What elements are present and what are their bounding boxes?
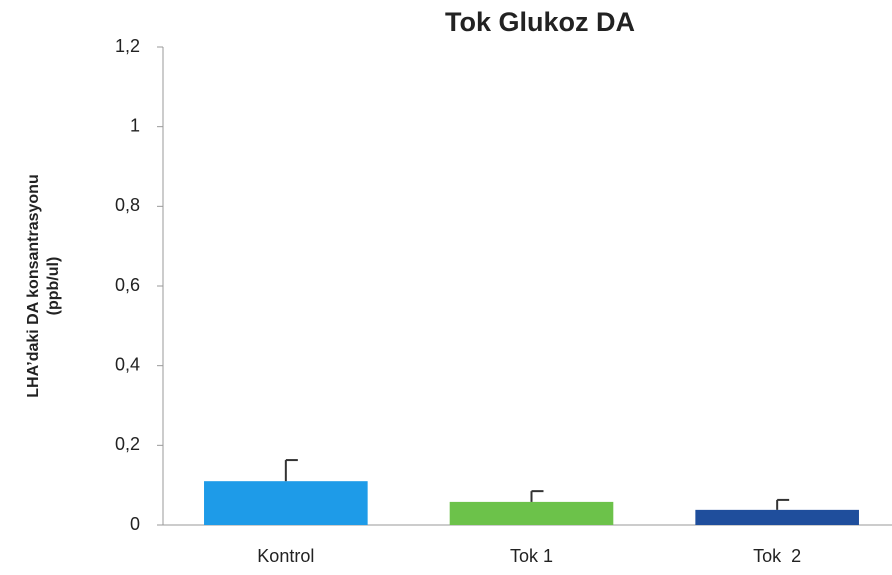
bar xyxy=(449,501,614,525)
y-tick-label: 1,2 xyxy=(115,36,140,56)
y-tick-label: 0,6 xyxy=(115,275,140,295)
y-tick-label: 0,8 xyxy=(115,195,140,215)
y-axis-title-line: LHA’daki DA konsantrasyonu xyxy=(25,174,42,397)
error-bar xyxy=(530,490,544,502)
bar xyxy=(204,481,368,525)
x-tick-label: Tok 2 xyxy=(753,546,801,566)
y-tick-label: 0,4 xyxy=(115,354,140,374)
y-tick-label: 0 xyxy=(130,514,140,534)
y-axis-title-line: (ppb/ul) xyxy=(45,257,62,316)
chart-title: Tok Glukoz DA xyxy=(445,7,635,37)
x-tick-label: Tok 1 xyxy=(510,546,553,566)
bar xyxy=(695,509,859,525)
y-tick-label: 0,2 xyxy=(115,434,140,454)
x-tick-label: Kontrol xyxy=(257,546,314,566)
y-axis-title: LHA’daki DA konsantrasyonu (ppb/ul) xyxy=(25,174,62,397)
error-bar xyxy=(284,459,298,482)
y-tick-label: 1 xyxy=(130,115,140,135)
error-bar xyxy=(776,498,790,510)
